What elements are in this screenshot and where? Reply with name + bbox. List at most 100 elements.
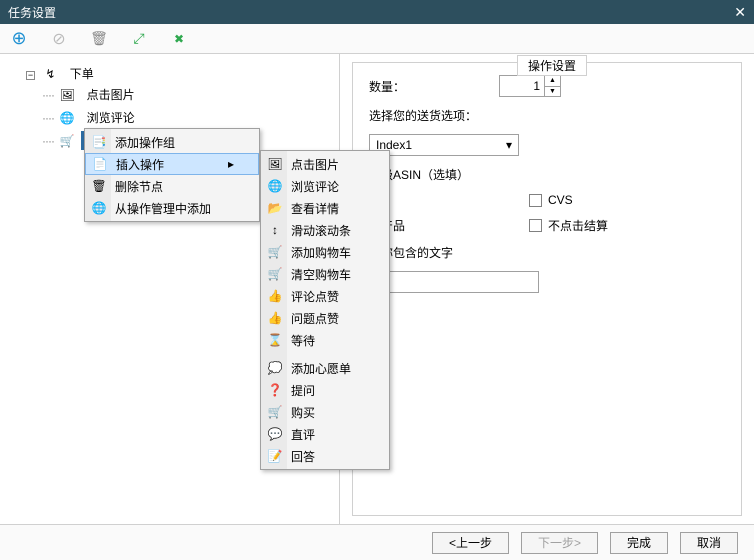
- dropdown-icon: ▾: [506, 138, 512, 152]
- tree-label[interactable]: 点击图片: [81, 85, 141, 104]
- checkbox-icon: [529, 219, 542, 232]
- spin-up-icon[interactable]: ▲: [545, 76, 560, 87]
- tree-node-browse[interactable]: ···· 🌐 浏览评论: [42, 106, 333, 129]
- ship-label: 选择您的送货选项：: [369, 107, 477, 124]
- disable-icon[interactable]: ⊘: [50, 30, 68, 48]
- group-title: 操作设置: [517, 55, 587, 76]
- sub-wait[interactable]: ⌛ 等待: [261, 329, 389, 351]
- thumb-icon: 👍: [265, 311, 285, 325]
- delete-icon[interactable]: 🗑: [90, 30, 108, 48]
- ctx-label: 添加心愿单: [291, 360, 351, 377]
- qty-spinner[interactable]: ▲ ▼: [499, 75, 561, 97]
- cvs-checkbox[interactable]: CVS: [529, 193, 573, 207]
- cloud-icon: 💭: [265, 361, 285, 375]
- finish-button[interactable]: 完成: [610, 532, 668, 554]
- qty-input[interactable]: [500, 76, 544, 96]
- note-icon: 📝: [265, 449, 285, 463]
- checkbox-icon: [529, 194, 542, 207]
- ship-select[interactable]: Index1 ▾: [369, 134, 519, 156]
- sub-click-image[interactable]: 🖼 点击图片: [261, 153, 389, 175]
- settings-panel: 操作设置 数量： ▲ ▼ 选择您的送货选项： Index1 ▾: [340, 54, 754, 524]
- folder-icon: 📂: [265, 201, 285, 215]
- ctx-label: 等待: [291, 332, 315, 349]
- sub-add-cart[interactable]: 🛒 添加购物车: [261, 241, 389, 263]
- globe-icon: 🌐: [89, 201, 109, 215]
- ctx-label: 点击图片: [291, 156, 339, 173]
- ctx-label: 滑动滚动条: [291, 222, 351, 239]
- ctx-label: 提问: [291, 382, 315, 399]
- ctx-label: 从操作管理中添加: [115, 200, 211, 217]
- sub-review-like[interactable]: 👍 评论点赞: [261, 285, 389, 307]
- add-icon[interactable]: ⊕: [10, 30, 28, 48]
- ctx-label: 直评: [291, 426, 315, 443]
- noclick-label: 不点击结算: [548, 217, 608, 234]
- ctx-item-delete-node[interactable]: 🗑 删除节点: [85, 175, 259, 197]
- image-icon: 🖼: [265, 157, 285, 171]
- doc-icon: 📑: [89, 135, 109, 149]
- ctx-label: 添加购物车: [291, 244, 351, 261]
- ctx-item-add-group[interactable]: 📑 添加操作组: [85, 131, 259, 153]
- titlebar: 任务设置 ✕: [0, 0, 754, 24]
- trash-icon: 🗑: [89, 179, 109, 193]
- ctx-label: 评论点赞: [291, 288, 339, 305]
- noclick-checkbox[interactable]: 不点击结算: [529, 217, 608, 234]
- chat-icon: 💬: [265, 427, 285, 441]
- ctx-label: 删除节点: [115, 178, 163, 195]
- ctx-label: 浏览评论: [291, 178, 339, 195]
- window-title: 任务设置: [8, 4, 56, 21]
- context-menu: 📑 添加操作组 📄 插入操作 ▸ 🗑 删除节点 🌐 从操作管理中添加: [84, 128, 260, 222]
- context-submenu: 🖼 点击图片 🌐 浏览评论 📂 查看详情 ↕ 滑动滚动条 🛒 添加购物车 🛒 清空购物车 👍…: [260, 150, 390, 470]
- content: − ↯ 下单 ···· 🖼 点击图片 ···· 🌐 浏览评论: [0, 54, 754, 524]
- name-contains-input[interactable]: [369, 271, 539, 293]
- next-button[interactable]: 下一步>: [521, 532, 598, 554]
- hourglass-icon: ⌛: [265, 333, 285, 347]
- sub-ask[interactable]: ❓ 提问: [261, 379, 389, 401]
- cancel-button[interactable]: 取消: [680, 532, 738, 554]
- cart-icon: 🛒: [265, 267, 285, 281]
- ctx-item-insert-op[interactable]: 📄 插入操作 ▸: [85, 153, 259, 175]
- sub-scroll[interactable]: ↕ 滑动滚动条: [261, 219, 389, 241]
- cvs-label: CVS: [548, 193, 573, 207]
- tree-label[interactable]: 下单: [64, 64, 100, 83]
- ctx-label: 查看详情: [291, 200, 339, 217]
- toolbar: ⊕ ⊘ 🗑 ⤢ ✖: [0, 24, 754, 54]
- question-icon: ❓: [265, 383, 285, 397]
- sub-view-detail[interactable]: 📂 查看详情: [261, 197, 389, 219]
- cart-icon: 🛒: [265, 405, 285, 419]
- ctx-label: 购买: [291, 404, 315, 421]
- qty-label: 数量：: [369, 78, 499, 95]
- doc-icon: 📄: [90, 157, 110, 171]
- sub-buy[interactable]: 🛒 购买: [261, 401, 389, 423]
- tree-label[interactable]: 浏览评论: [81, 108, 141, 127]
- expand-icon[interactable]: ⤢: [130, 30, 148, 48]
- cart-icon: 🛒: [59, 134, 75, 148]
- sub-answer[interactable]: 📝 回答: [261, 445, 389, 467]
- sub-question-like[interactable]: 👍 问题点赞: [261, 307, 389, 329]
- submenu-icon: ▸: [228, 157, 234, 171]
- collapse-icon[interactable]: ✖: [170, 30, 188, 48]
- flash-icon: ↯: [42, 67, 58, 81]
- sub-clear-cart[interactable]: 🛒 清空购物车: [261, 263, 389, 285]
- spin-down-icon[interactable]: ▼: [545, 87, 560, 97]
- sub-direct-review[interactable]: 💬 直评: [261, 423, 389, 445]
- ctx-item-add-from-mgr[interactable]: 🌐 从操作管理中添加: [85, 197, 259, 219]
- toggle-icon[interactable]: −: [26, 71, 35, 80]
- globe-icon: 🌐: [59, 111, 75, 125]
- globe-icon: 🌐: [265, 179, 285, 193]
- cart-icon: 🛒: [265, 245, 285, 259]
- ctx-label: 回答: [291, 448, 315, 465]
- ctx-label: 插入操作: [116, 156, 164, 173]
- sub-wishlist[interactable]: 💭 添加心愿单: [261, 357, 389, 379]
- thumb-icon: 👍: [265, 289, 285, 303]
- tree-panel: − ↯ 下单 ···· 🖼 点击图片 ···· 🌐 浏览评论: [0, 54, 340, 524]
- settings-group: 操作设置 数量： ▲ ▼ 选择您的送货选项： Index1 ▾: [352, 62, 742, 516]
- scroll-icon: ↕: [265, 223, 285, 237]
- image-icon: 🖼: [59, 88, 75, 102]
- prev-button[interactable]: <上一步: [432, 532, 509, 554]
- sub-browse-review[interactable]: 🌐 浏览评论: [261, 175, 389, 197]
- ctx-label: 添加操作组: [115, 134, 175, 151]
- ctx-label: 清空购物车: [291, 266, 351, 283]
- close-icon[interactable]: ✕: [734, 4, 746, 21]
- ctx-label: 问题点赞: [291, 310, 339, 327]
- tree-node-image[interactable]: ···· 🖼 点击图片: [42, 83, 333, 106]
